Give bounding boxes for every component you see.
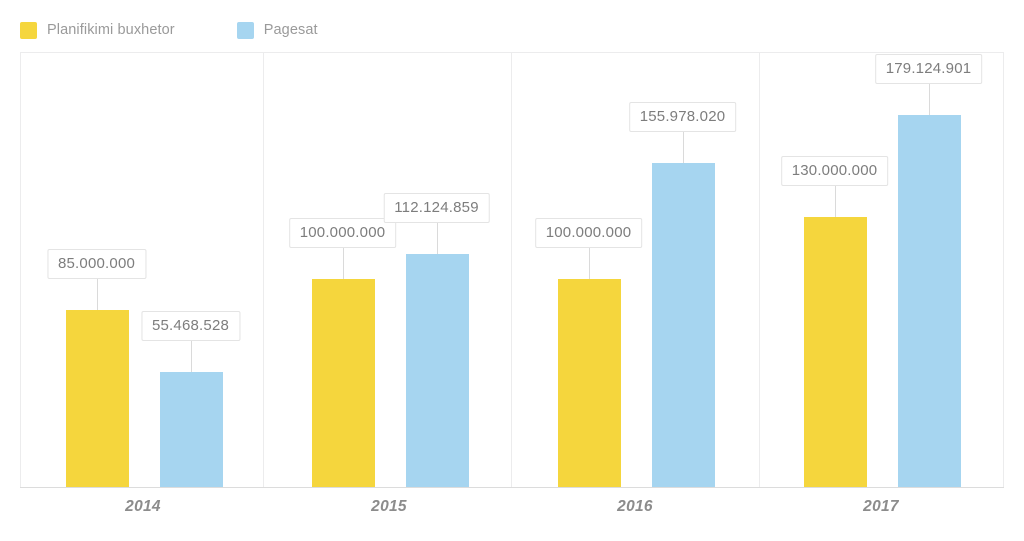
legend-item-planifikimi-buxhetor[interactable]: Planifikimi buxhetor <box>20 21 175 39</box>
bar-2017-series-1[interactable] <box>804 217 867 487</box>
value-label-2015-series-1: 100.000.000 <box>288 218 397 248</box>
callout-connector-2015-series-2 <box>436 222 438 254</box>
value-label-2016-series-2: 155.978.020 <box>628 102 737 132</box>
panel-separator-1 <box>263 53 264 488</box>
bar-2014-series-2[interactable] <box>160 372 223 487</box>
bar-2014-series-1[interactable] <box>66 310 129 487</box>
x-axis-tick-2015: 2015 <box>371 498 407 515</box>
bar-2015-series-1[interactable] <box>312 279 375 487</box>
callout-connector-2017-series-1 <box>834 185 836 217</box>
panel-separator-2 <box>511 53 512 488</box>
axis-baseline <box>20 487 1004 488</box>
callout-connector-2014-series-2 <box>190 340 192 372</box>
callout-connector-2017-series-2 <box>928 83 930 115</box>
callout-connector-2014-series-1 <box>96 278 98 310</box>
value-label-2017-series-2: 179.124.901 <box>874 54 983 84</box>
legend-label-series-1: Planifikimi buxhetor <box>47 22 175 38</box>
legend-swatch-icon-series-1 <box>20 21 37 39</box>
value-label-2015-series-2: 112.124.859 <box>383 193 490 223</box>
legend-swatch-icon-series-2 <box>236 21 254 39</box>
value-label-2014-series-2: 55.468.528 <box>140 311 241 341</box>
legend-label-series-2: Pagesat <box>263 22 318 38</box>
callout-connector-2016-series-2 <box>682 131 684 163</box>
value-label-2017-series-1: 130.000.000 <box>780 156 889 186</box>
legend-item-pagesat[interactable]: Pagesat <box>236 21 318 39</box>
bar-2016-series-2[interactable] <box>652 163 715 487</box>
x-axis-tick-2017: 2017 <box>863 498 899 515</box>
value-label-2014-series-1: 85.000.000 <box>46 249 147 279</box>
plot-area <box>20 52 1004 488</box>
bar-2015-series-2[interactable] <box>406 254 469 487</box>
callout-connector-2016-series-1 <box>588 247 590 279</box>
value-label-2016-series-1: 100.000.000 <box>534 218 643 248</box>
x-axis-tick-2014: 2014 <box>125 498 161 515</box>
panel-separator-3 <box>759 53 760 488</box>
bar-2016-series-1[interactable] <box>558 279 621 487</box>
x-axis-tick-2016: 2016 <box>617 498 653 515</box>
bar-2017-series-2[interactable] <box>898 115 961 487</box>
callout-connector-2015-series-1 <box>342 247 344 279</box>
chart-legend: Planifikimi buxhetor Pagesat <box>20 18 380 42</box>
